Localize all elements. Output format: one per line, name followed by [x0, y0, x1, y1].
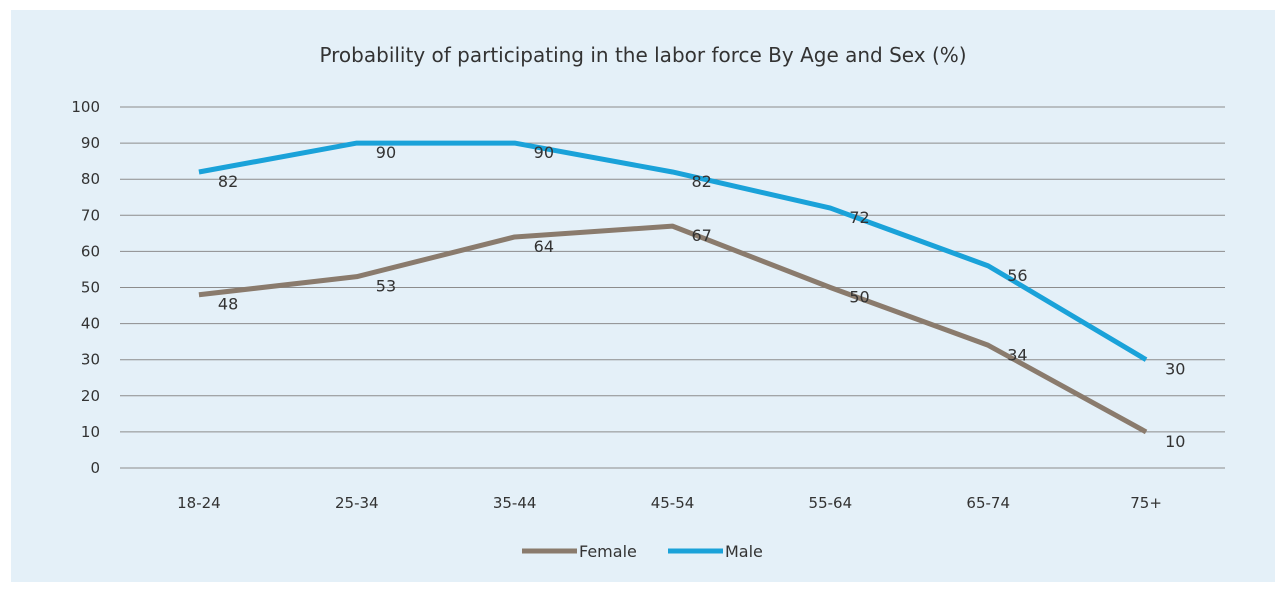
- data-label-male: 90: [534, 143, 554, 162]
- y-axis-ticks: 0 10 20 30 40 50 60 70 80 90 100: [71, 98, 100, 477]
- legend-label-male: Male: [725, 542, 763, 561]
- y-tick-label: 70: [81, 206, 100, 224]
- data-label-male: 82: [218, 172, 238, 191]
- data-label-male: 30: [1165, 360, 1185, 379]
- series-line-male: [198, 140, 1148, 362]
- data-labels: 48 53 64 67 50 34 10 82 90 90 82 72 56 30: [218, 143, 1186, 451]
- y-tick-label: 40: [81, 315, 100, 333]
- y-tick-label: 100: [71, 98, 100, 116]
- data-label-female: 48: [218, 295, 238, 314]
- x-axis-ticks: 18-24 25-34 35-44 45-54 55-64 65-74 75+: [177, 494, 1162, 512]
- x-tick-label: 25-34: [335, 494, 379, 512]
- data-label-male: 90: [376, 143, 396, 162]
- chart-title: Probability of participating in the labo…: [319, 43, 967, 67]
- data-label-female: 10: [1165, 432, 1185, 451]
- chart-panel: [11, 10, 1275, 582]
- data-label-male: 82: [692, 172, 712, 191]
- x-tick-label: 65-74: [966, 494, 1010, 512]
- data-label-male: 72: [849, 208, 869, 227]
- data-label-female: 67: [692, 226, 712, 245]
- legend-label-female: Female: [579, 542, 637, 561]
- y-tick-label: 50: [81, 279, 100, 297]
- x-tick-label: 55-64: [809, 494, 853, 512]
- x-tick-label: 35-44: [493, 494, 537, 512]
- data-label-female: 53: [376, 277, 396, 296]
- gridlines: [120, 106, 1225, 469]
- y-tick-label: 20: [81, 387, 100, 405]
- data-label-female: 34: [1007, 345, 1027, 364]
- y-tick-label: 90: [81, 134, 100, 152]
- legend: Female Male: [522, 542, 763, 561]
- x-tick-label: 75+: [1130, 494, 1162, 512]
- y-tick-label: 10: [81, 423, 100, 441]
- data-label-female: 50: [849, 288, 869, 307]
- x-tick-label: 45-54: [651, 494, 695, 512]
- data-label-male: 56: [1007, 266, 1027, 285]
- x-tick-label: 18-24: [177, 494, 221, 512]
- series-line-female: [198, 223, 1148, 435]
- series-lines: [198, 140, 1148, 435]
- y-tick-label: 80: [81, 170, 100, 188]
- y-tick-label: 30: [81, 351, 100, 369]
- y-tick-label: 60: [81, 242, 100, 260]
- data-label-female: 64: [534, 237, 554, 256]
- y-tick-label: 0: [90, 459, 100, 477]
